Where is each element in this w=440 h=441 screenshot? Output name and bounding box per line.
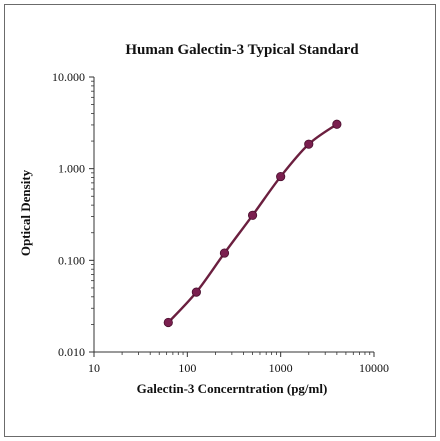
chart-frame	[4, 4, 436, 437]
data-point	[219, 248, 230, 258]
x-tick-label: 10000	[359, 361, 389, 375]
x-tick-label: 100	[178, 361, 196, 375]
y-axis-label: Optical Density	[18, 169, 33, 256]
data-point	[191, 287, 201, 297]
data-point	[304, 139, 314, 149]
data-point	[276, 171, 286, 182]
data-point	[163, 317, 173, 328]
axes: 0.010 0.100 1.000 10.000 10 100 1000 10000	[52, 70, 389, 375]
y-tick-label: 10.000	[52, 70, 85, 84]
y-tick-label: 0.010	[58, 345, 85, 359]
y-tick-label: 1.000	[58, 162, 85, 176]
y-tick-label: 0.100	[58, 253, 85, 267]
x-tick-label: 10	[88, 361, 100, 375]
x-axis-label: Galectin-3 Concerntration (pg/ml)	[137, 381, 328, 396]
data-point	[247, 210, 258, 220]
chart-title: Human Galectin-3 Typical Standard	[125, 42, 359, 58]
data-point	[332, 119, 342, 129]
plot-area	[163, 119, 342, 328]
x-tick-label: 1000	[269, 361, 293, 375]
